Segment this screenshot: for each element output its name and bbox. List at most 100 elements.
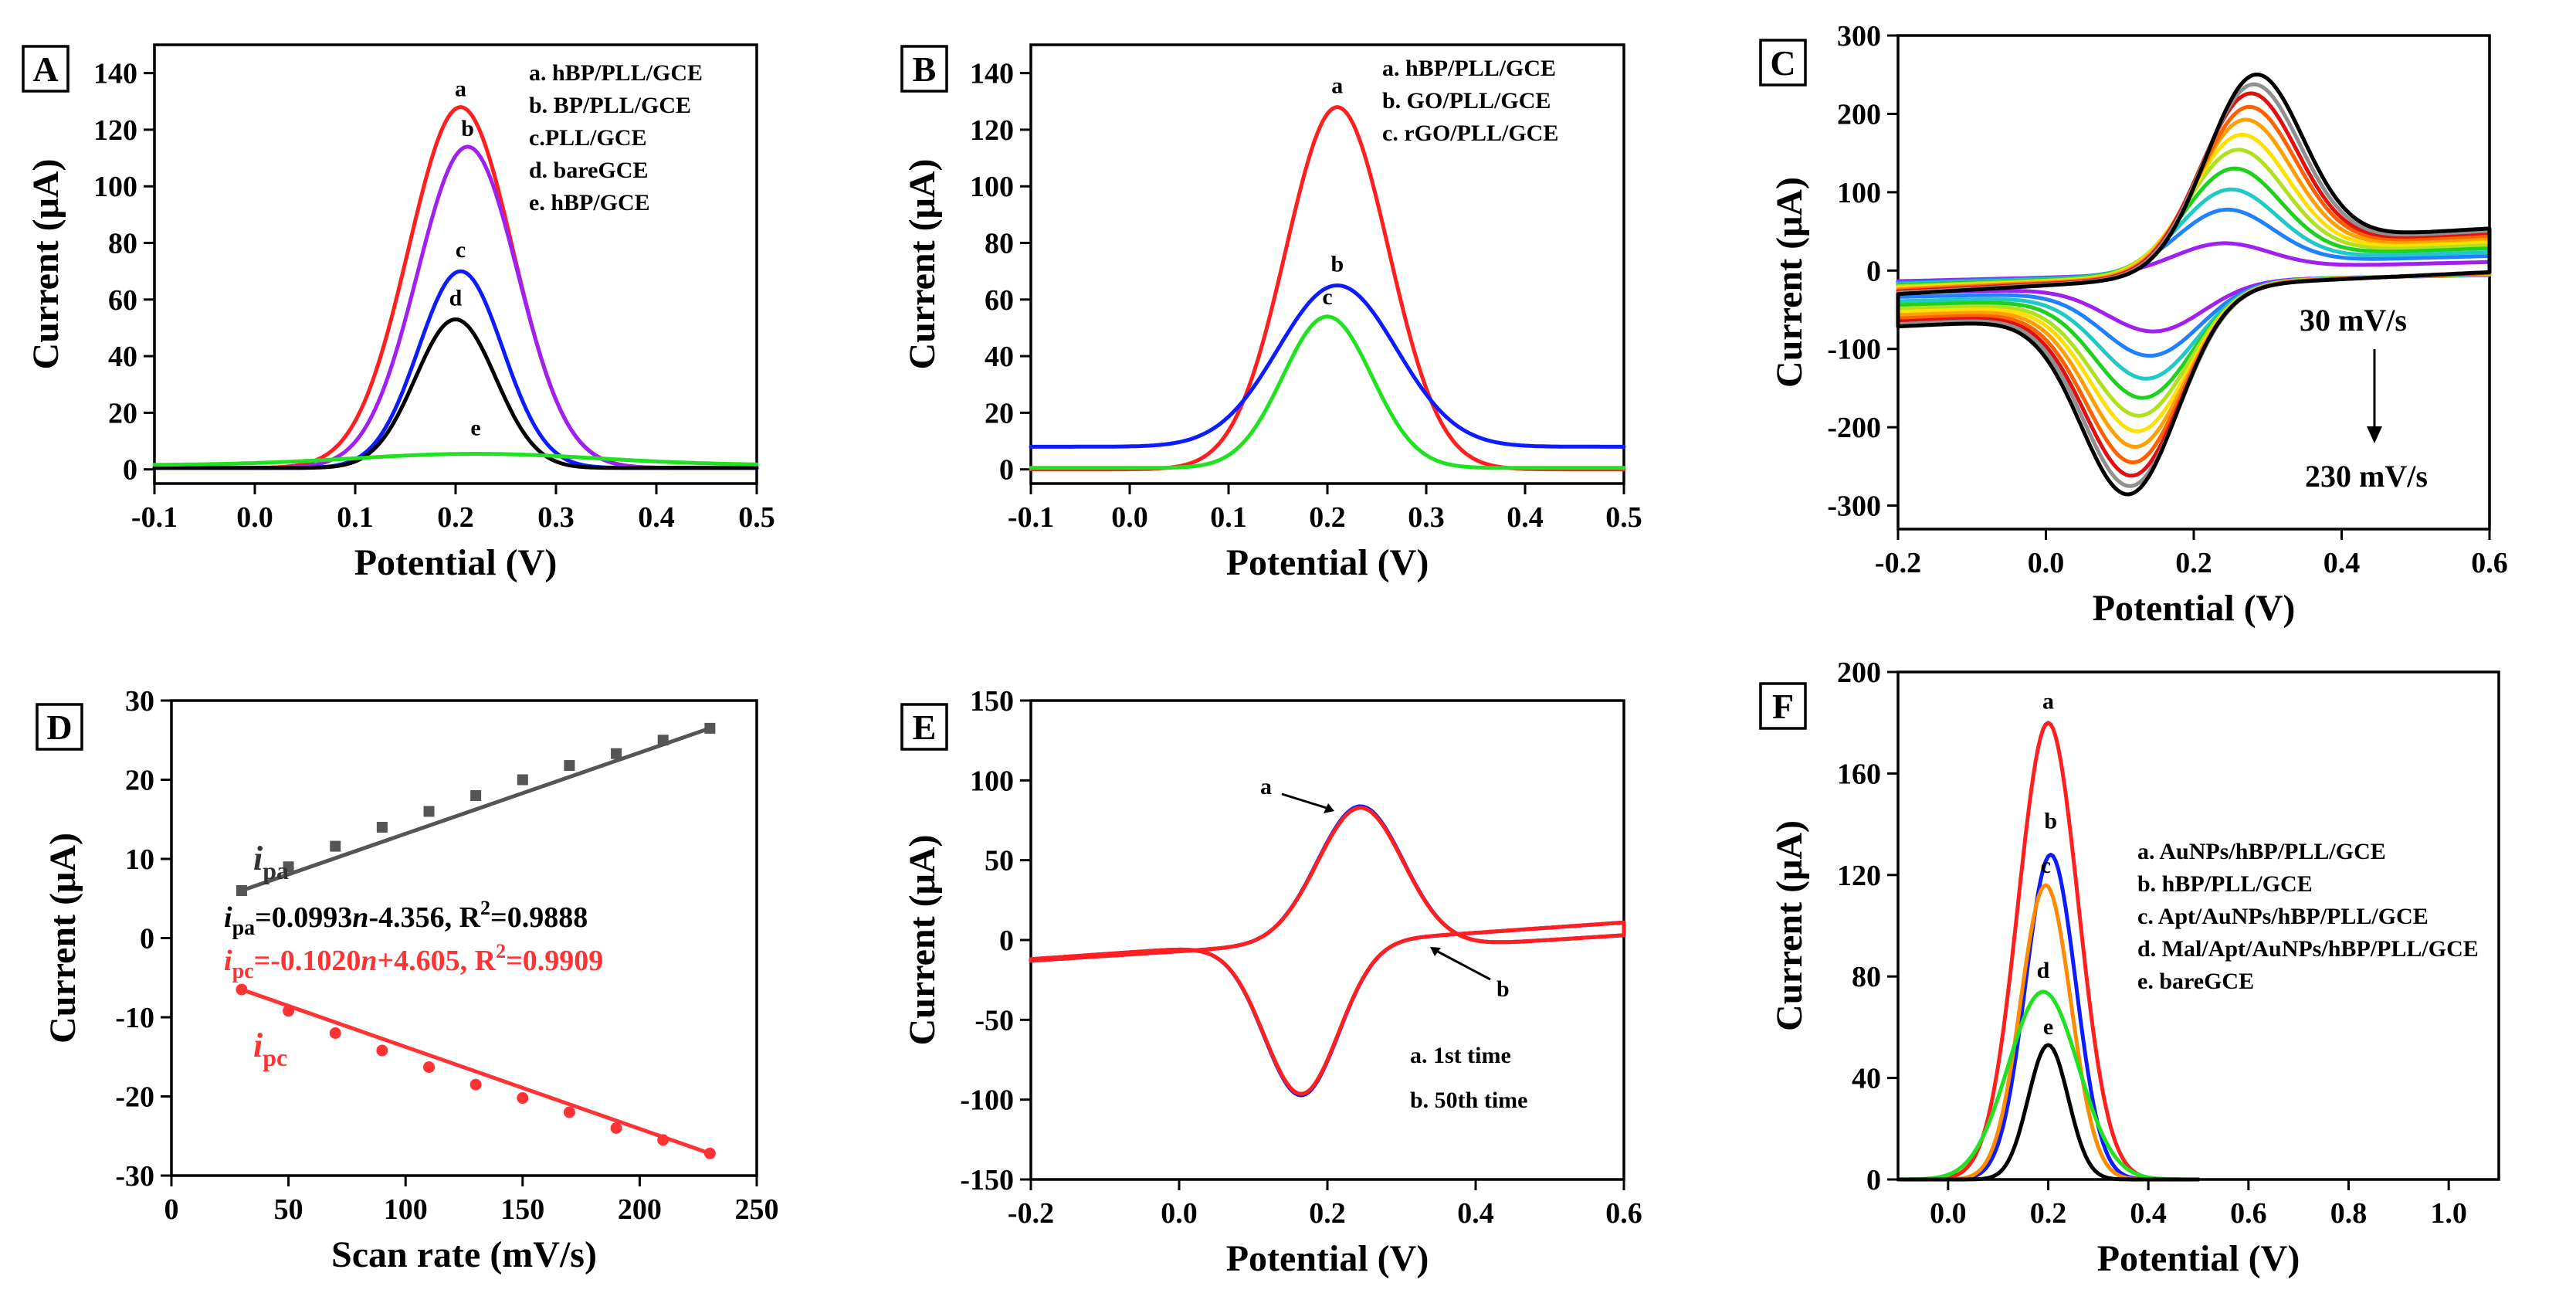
y-tick-label: 100 — [970, 171, 1014, 203]
x-tick-label: 0.0 — [1111, 501, 1148, 534]
y-axis-title: Current (μA) — [25, 159, 66, 370]
x-tick-label: 0.3 — [537, 501, 575, 534]
panel-letter-box — [1759, 39, 1807, 87]
series-line-d — [152, 317, 759, 470]
pointer-line-b — [1437, 950, 1491, 981]
series-label-ipc: ipc — [253, 1027, 287, 1071]
x-tick-label: 0.2 — [2030, 1197, 2067, 1230]
panel-A: -0.1 0.0 0.1 0.2 0.3 0.4 0.5 0 20 40 60 80 100 120 140… — [22, 43, 775, 583]
y-tick-label: 200 — [1837, 657, 1881, 689]
y-tick-label: 0 — [1866, 255, 1881, 287]
y-tick-label: 300 — [1837, 20, 1881, 53]
y-tick-label: 160 — [1837, 758, 1881, 790]
x-tick-label: 0.4 — [2323, 547, 2361, 579]
legend-entry: b. GO/PLL/GCE — [1382, 88, 1551, 114]
eq-part: n — [352, 901, 368, 934]
y-axis-title: Current (μA) — [1769, 820, 1810, 1031]
x-axis-title: Scan rate (mV/s) — [331, 1234, 597, 1275]
data-point-ipa — [564, 760, 575, 772]
y-tick-label: 50 — [985, 845, 1014, 877]
eq-part: 2 — [480, 897, 490, 919]
data-point-ipa — [611, 748, 622, 759]
series-letter: e — [2043, 1014, 2053, 1040]
y-tick-label: 80 — [108, 228, 137, 260]
x-tick-label: 0.2 — [1309, 501, 1346, 534]
eq-part: i — [224, 901, 232, 934]
series-letter: c — [456, 237, 466, 263]
y-tick-label: 120 — [1837, 860, 1881, 892]
y-tick-label: 80 — [985, 228, 1014, 260]
y-tick-label: 0 — [999, 925, 1014, 957]
y-axis-title: Current (μA) — [42, 833, 83, 1044]
x-tick-label: 0.6 — [1605, 1197, 1642, 1230]
data-point-ipa — [470, 790, 482, 801]
data-point-ipa — [423, 806, 435, 817]
data-point-ipa — [236, 885, 247, 896]
y-tick-label: 120 — [93, 114, 137, 147]
y-axis-title: Current (μA) — [1769, 177, 1810, 388]
x-tick-label: 0.2 — [437, 501, 474, 534]
data-point-ipc — [329, 1027, 341, 1039]
series-line-b — [1029, 283, 1626, 449]
x-tick-label: 0.3 — [1408, 501, 1445, 534]
x-tick-label: 200 — [618, 1193, 662, 1226]
x-axis-title: Potential (V) — [1226, 1238, 1429, 1279]
equation-ipa: ipa=0.0993n-4.356, R2=0.9888 — [224, 897, 588, 940]
y-tick-label: -30 — [115, 1160, 154, 1193]
y-tick-label: 140 — [93, 58, 137, 90]
eq-part: =0.0993 — [255, 901, 352, 934]
y-tick-label: 30 — [125, 685, 154, 718]
cv-curve — [1896, 117, 2492, 449]
y-tick-label: -100 — [960, 1084, 1014, 1117]
panel-E: -0.2 0.0 0.2 0.4 0.6 -150 -100 -50 0 50 100 150 Pote… — [900, 685, 1642, 1279]
data-point-ipc — [376, 1044, 388, 1057]
legend-entry: a. 1st time — [1410, 1043, 1511, 1068]
annotation-scan-end: 230 mV/s — [2305, 459, 2428, 494]
eq-part: -4.356, R — [368, 901, 480, 934]
data-point-ipa — [283, 861, 294, 873]
x-tick-label: 0.0 — [2028, 547, 2065, 579]
eq-part: n — [361, 945, 377, 977]
x-tick-label: -0.1 — [1008, 501, 1054, 534]
y-tick-label: 40 — [108, 341, 137, 373]
series-line-d — [1896, 989, 2201, 1182]
series-letter: b — [1330, 251, 1344, 277]
y-tick-label: -200 — [1827, 412, 1881, 444]
y-tick-label: 40 — [985, 341, 1014, 373]
y-tick-label: 100 — [970, 765, 1014, 797]
x-tick-label: 150 — [500, 1193, 544, 1226]
legend-entry: a. hBP/PLL/GCE — [1382, 56, 1556, 81]
x-tick-label: 0.4 — [2130, 1197, 2167, 1230]
y-tick-label: 140 — [970, 58, 1014, 90]
y-tick-label: 20 — [985, 397, 1014, 429]
panel-C: -0.2 0.0 0.2 0.4 0.6 -300 -200 -100 0 100 200 300 Po… — [1759, 20, 2508, 629]
y-tick-label: 20 — [108, 397, 137, 429]
x-tick-label: 0.1 — [1210, 501, 1247, 534]
legend-entry: c. Apt/AuNPs/hBP/PLL/GCE — [2137, 904, 2429, 929]
data-point-ipc — [283, 1005, 295, 1017]
data-point-ipc — [423, 1061, 436, 1074]
data-point-ipc — [517, 1092, 529, 1105]
data-point-ipa — [517, 774, 528, 786]
data-point-ipc — [657, 1134, 669, 1146]
y-tick-label: 60 — [108, 284, 137, 317]
x-tick-label: 0.4 — [1457, 1197, 1494, 1230]
legend-entry: e. bareGCE — [2137, 969, 2254, 994]
data-point-ipc — [610, 1122, 622, 1134]
annotation-arrow-head — [2367, 426, 2382, 443]
panel-letter-box — [1759, 682, 1807, 730]
series-label-ipa: ipa — [253, 840, 289, 884]
cv-curve-b — [1029, 806, 1626, 1096]
series-line-e — [152, 452, 759, 467]
series-letter: a — [455, 76, 466, 102]
x-tick-label: 0.2 — [1309, 1197, 1346, 1230]
series-letter: a — [1331, 73, 1343, 99]
series-letter: d — [2037, 958, 2050, 983]
legend-entry: b. BP/PLL/GCE — [529, 93, 691, 118]
data-point-ipc — [703, 1147, 716, 1159]
panel-letter: B — [913, 49, 937, 89]
x-tick-label: 100 — [384, 1193, 428, 1226]
data-point-ipa — [330, 840, 341, 852]
y-tick-label: 0 — [140, 923, 154, 955]
